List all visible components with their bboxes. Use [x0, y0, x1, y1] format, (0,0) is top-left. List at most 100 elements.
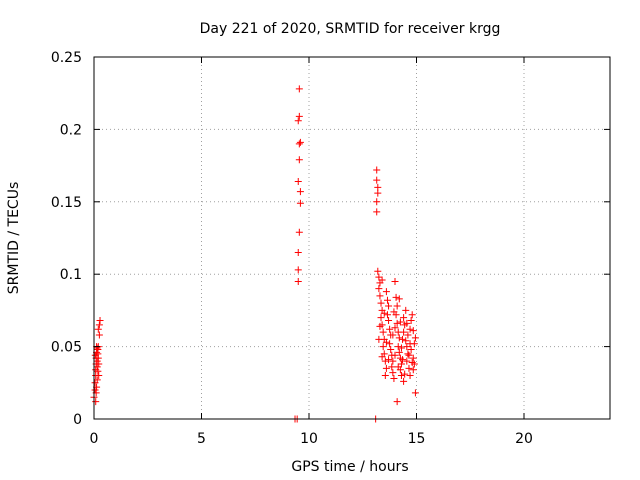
data-point [295, 140, 303, 148]
data-point [388, 363, 396, 371]
data-point [404, 331, 412, 339]
data-point [406, 340, 414, 348]
data-point [296, 188, 304, 196]
data-point [374, 183, 382, 191]
data-point [391, 351, 399, 359]
data-point [389, 331, 397, 339]
data-point [411, 334, 419, 342]
data-point [95, 331, 103, 339]
data-point [382, 338, 390, 346]
data-point [373, 166, 381, 174]
data-point [385, 317, 393, 325]
axis-ticks: 0 0.05 0.1 0.15 0.2 0.25 0 5 10 15 20 [51, 50, 610, 447]
data-point [407, 345, 415, 353]
data-point [396, 318, 404, 326]
data-point [382, 364, 390, 372]
y-tick-label: 0 [73, 412, 82, 428]
data-point [296, 199, 304, 207]
data-point [374, 267, 382, 275]
data-point [385, 302, 393, 310]
data-point [392, 293, 400, 301]
data-point [405, 351, 413, 359]
data-point [395, 348, 403, 356]
y-axis-label: SRMTID / TECUs [6, 182, 22, 295]
data-point [294, 117, 302, 125]
data-point [393, 302, 401, 310]
data-point [93, 376, 101, 384]
data-point [295, 156, 303, 164]
data-point [375, 335, 383, 343]
data-point [394, 343, 402, 351]
data-point [391, 277, 399, 285]
data-point [378, 276, 386, 284]
y-tick-label: 0.1 [60, 267, 82, 283]
data-point [411, 389, 419, 397]
y-tick-label: 0.2 [60, 122, 82, 138]
data-point [399, 335, 407, 343]
data-point [391, 324, 399, 332]
data-point [379, 343, 387, 351]
grid [94, 57, 610, 419]
data-point [373, 208, 381, 216]
data-point [94, 325, 102, 333]
data-point [373, 176, 381, 184]
data-point [294, 277, 302, 285]
data-point [381, 357, 389, 365]
data-point [95, 360, 103, 368]
data-point [385, 356, 393, 364]
data-point [91, 386, 99, 394]
y-tick-label: 0.05 [51, 340, 82, 356]
chart-title: Day 221 of 2020, SRMTID for receiver krg… [200, 21, 501, 37]
data-point [405, 364, 413, 372]
data-point [406, 325, 414, 333]
x-tick-label: 5 [197, 431, 206, 447]
data-point [397, 360, 405, 368]
data-point [294, 248, 302, 256]
data-point [393, 398, 401, 406]
data-point [294, 266, 302, 274]
data-point [408, 311, 416, 319]
data-point [93, 357, 101, 365]
data-point [393, 319, 401, 327]
data-point [389, 369, 397, 377]
data-point [381, 372, 389, 380]
plot-frame [93, 56, 611, 420]
data-point [395, 295, 403, 303]
data-point [390, 308, 398, 316]
data-point [397, 344, 405, 352]
data-point [402, 337, 410, 345]
data-point [96, 317, 104, 325]
data-point [403, 357, 411, 365]
data-point [390, 374, 398, 382]
data-point [386, 340, 394, 348]
data-point [295, 112, 303, 120]
data-point [401, 370, 409, 378]
data-point [394, 363, 402, 371]
x-tick-label: 20 [515, 431, 533, 447]
data-point [408, 359, 416, 367]
data-point [375, 285, 383, 293]
data-point [294, 178, 302, 186]
x-tick-label: 10 [300, 431, 318, 447]
data-point [406, 372, 414, 380]
data-point [400, 377, 408, 385]
data-point [296, 138, 304, 146]
data-point [380, 309, 388, 317]
data-point [382, 288, 390, 296]
data-point [295, 228, 303, 236]
data-point [92, 398, 100, 406]
y-tick-label: 0.15 [51, 195, 82, 211]
y-tick-label: 0.25 [51, 50, 82, 66]
data-point [409, 366, 417, 374]
data-point [386, 325, 394, 333]
x-tick-label: 15 [408, 431, 426, 447]
data-point [400, 328, 408, 336]
data-point [379, 328, 387, 336]
data-point [383, 296, 391, 304]
data-points [90, 85, 419, 423]
data-point [389, 357, 397, 365]
data-point [407, 317, 415, 325]
data-point [94, 367, 102, 375]
data-point [395, 334, 403, 342]
